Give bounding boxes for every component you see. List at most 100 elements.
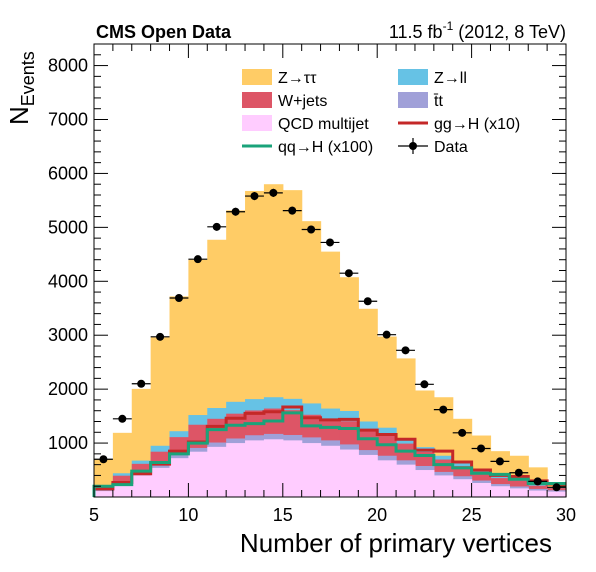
bar-qcd bbox=[528, 490, 548, 497]
bar-qcd bbox=[188, 451, 208, 497]
data-point bbox=[263, 188, 283, 197]
data-marker bbox=[288, 206, 297, 215]
x-tick-label: 15 bbox=[273, 505, 293, 525]
bar-qcd bbox=[263, 439, 284, 497]
legend-label-qqh: qq→H (x100) bbox=[278, 139, 373, 156]
bar-qcd bbox=[226, 443, 246, 497]
x-axis-title: Number of primary vertices bbox=[240, 528, 552, 558]
legend-label-ztt: Z→ττ bbox=[278, 70, 317, 87]
y-tick-label: 3000 bbox=[48, 325, 88, 345]
bar-qcd bbox=[490, 486, 510, 497]
data-point bbox=[547, 483, 566, 492]
bar-qcd bbox=[207, 446, 227, 497]
legend-entry-zll: Z→ll bbox=[398, 69, 467, 87]
cms-open-data-label: CMS Open Data bbox=[96, 22, 232, 42]
data-point bbox=[282, 206, 302, 215]
data-point bbox=[339, 269, 359, 278]
lumi-value: 11.5 fb bbox=[389, 22, 443, 42]
data-marker bbox=[193, 255, 202, 264]
data-marker bbox=[118, 414, 127, 423]
legend-label-wjets: W+jets bbox=[278, 93, 327, 110]
bar-qcd bbox=[452, 479, 473, 497]
bar-qcd bbox=[433, 475, 454, 497]
data-layer bbox=[94, 188, 566, 492]
axis-layer: 5 10 15 20 25 30 1000 2000 3000 4000 5000 6000 7000 8… bbox=[48, 43, 576, 525]
data-point bbox=[396, 346, 415, 355]
data-point bbox=[433, 405, 453, 414]
data-marker bbox=[439, 405, 448, 414]
legend-swatch-qcd bbox=[242, 115, 272, 131]
data-marker bbox=[156, 332, 165, 341]
y-tick-label: 4000 bbox=[48, 271, 88, 291]
bar-qcd bbox=[358, 454, 378, 497]
data-marker bbox=[382, 330, 391, 339]
y-tick-label: 1000 bbox=[48, 433, 88, 453]
x-tick-label: 30 bbox=[556, 505, 576, 525]
data-marker bbox=[495, 457, 504, 466]
legend-entry-qqh: qq→H (x100) bbox=[242, 139, 373, 156]
bar-qcd bbox=[282, 440, 303, 497]
legend-label-tt: t̄t bbox=[433, 93, 443, 110]
bar-qcd bbox=[245, 440, 265, 497]
lumi-label: 11.5 fb-1 (2012, 8 TeV) bbox=[389, 19, 566, 42]
data-marker bbox=[420, 380, 429, 389]
legend-label-ggh: gg→H (x10) bbox=[434, 116, 520, 133]
bar-qcd bbox=[320, 445, 341, 497]
bar-qcd bbox=[112, 485, 133, 497]
data-marker bbox=[344, 269, 353, 278]
line-qqh bbox=[92, 411, 566, 497]
data-point bbox=[112, 414, 132, 423]
y-axis-title-sub: Events bbox=[18, 51, 38, 106]
data-point bbox=[188, 255, 208, 264]
data-marker bbox=[137, 379, 146, 388]
data-marker bbox=[269, 188, 278, 197]
data-point bbox=[301, 225, 321, 234]
bar-qcd bbox=[414, 470, 435, 497]
data-point bbox=[490, 457, 510, 466]
data-point bbox=[131, 379, 151, 388]
data-marker bbox=[174, 294, 183, 303]
y-axis-title: NEvents bbox=[4, 51, 38, 125]
data-marker bbox=[533, 477, 542, 486]
x-tick-label: 5 bbox=[89, 505, 99, 525]
bar-qcd bbox=[509, 488, 529, 497]
data-point bbox=[509, 468, 529, 477]
legend-label-zll: Z→ll bbox=[434, 70, 467, 87]
data-point bbox=[245, 192, 264, 201]
lumi-exponent: -1 bbox=[443, 19, 454, 33]
bar-qcd bbox=[94, 491, 114, 497]
legend-entry-ztt: Z→ττ bbox=[242, 69, 317, 87]
legend-entry-qcd: QCD multijet bbox=[242, 115, 369, 133]
data-point bbox=[528, 477, 548, 486]
bar-qcd bbox=[396, 464, 416, 497]
legend-entry-tt: t̄t bbox=[398, 92, 443, 110]
y-tick-label: 5000 bbox=[48, 217, 88, 237]
bar-qcd bbox=[169, 458, 189, 497]
data-point bbox=[414, 380, 434, 389]
data-marker bbox=[401, 346, 410, 355]
legend-entry-wjets: W+jets bbox=[242, 92, 327, 110]
lumi-rest: (2012, 8 TeV) bbox=[453, 22, 566, 42]
data-point bbox=[452, 428, 472, 437]
data-point bbox=[358, 297, 378, 306]
stack-qcd bbox=[94, 439, 567, 497]
bar-qcd bbox=[471, 482, 492, 497]
data-marker bbox=[552, 483, 561, 492]
legend-swatch-wjets bbox=[242, 92, 272, 108]
bar-qcd bbox=[131, 475, 152, 497]
y-tick-label: 6000 bbox=[48, 163, 88, 183]
data-marker bbox=[363, 297, 372, 306]
data-point bbox=[226, 207, 246, 216]
y-axis-title-main: N bbox=[4, 106, 34, 125]
bar-qcd bbox=[547, 491, 567, 497]
data-marker bbox=[514, 468, 523, 477]
stack-layer bbox=[94, 184, 567, 498]
bar-qcd bbox=[377, 460, 397, 497]
y-tick-label: 2000 bbox=[48, 379, 88, 399]
y-tick-label: 8000 bbox=[48, 56, 88, 76]
data-point bbox=[207, 222, 227, 231]
data-point bbox=[320, 238, 340, 247]
x-tick-label: 25 bbox=[462, 505, 482, 525]
x-tick-label: 20 bbox=[367, 505, 387, 525]
